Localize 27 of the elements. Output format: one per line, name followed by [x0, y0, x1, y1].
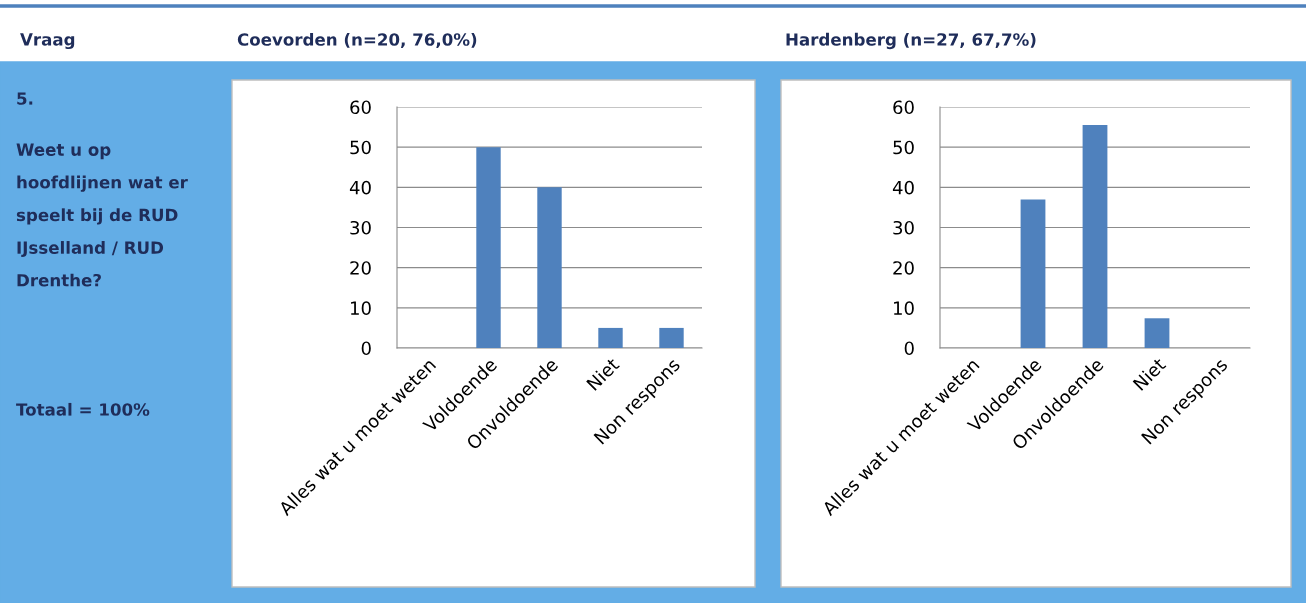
bar [659, 327, 684, 348]
chart-title: Coevorden (n=20, 76,0%) [237, 32, 477, 48]
bar [1020, 199, 1046, 348]
bar [1082, 125, 1108, 348]
y-tick-label: 40 [349, 180, 371, 195]
bar [537, 187, 562, 348]
y-tick-label: 0 [904, 341, 914, 356]
bar [476, 147, 501, 348]
text: Vraag [20, 33, 75, 50]
text: Totaal = 100% [16, 402, 150, 416]
y-tick-label: 10 [894, 301, 914, 315]
y-tick-label: 60 [893, 100, 914, 115]
y-tick-label: 10 [351, 301, 371, 315]
y-tick-label: 0 [361, 341, 371, 356]
text: Weet u op hoofdlijnen wat er speelt bij de RUD IJsselland / RUD Drenthe? [16, 143, 188, 287]
y-tick-label: 50 [350, 140, 371, 155]
y-tick-label: 30 [350, 220, 371, 235]
y-tick-label: 20 [893, 261, 914, 275]
y-tick-label: 20 [350, 261, 371, 275]
y-tick-label: 50 [893, 140, 914, 155]
y-tick-label: 60 [350, 100, 371, 115]
text: 5. [17, 92, 33, 105]
bar [1144, 318, 1170, 348]
bar [598, 327, 623, 348]
y-tick-label: 30 [893, 220, 914, 235]
y-tick-label: 40 [892, 180, 914, 195]
chart-title: Hardenberg (n=27, 67,7%) [786, 32, 1036, 50]
